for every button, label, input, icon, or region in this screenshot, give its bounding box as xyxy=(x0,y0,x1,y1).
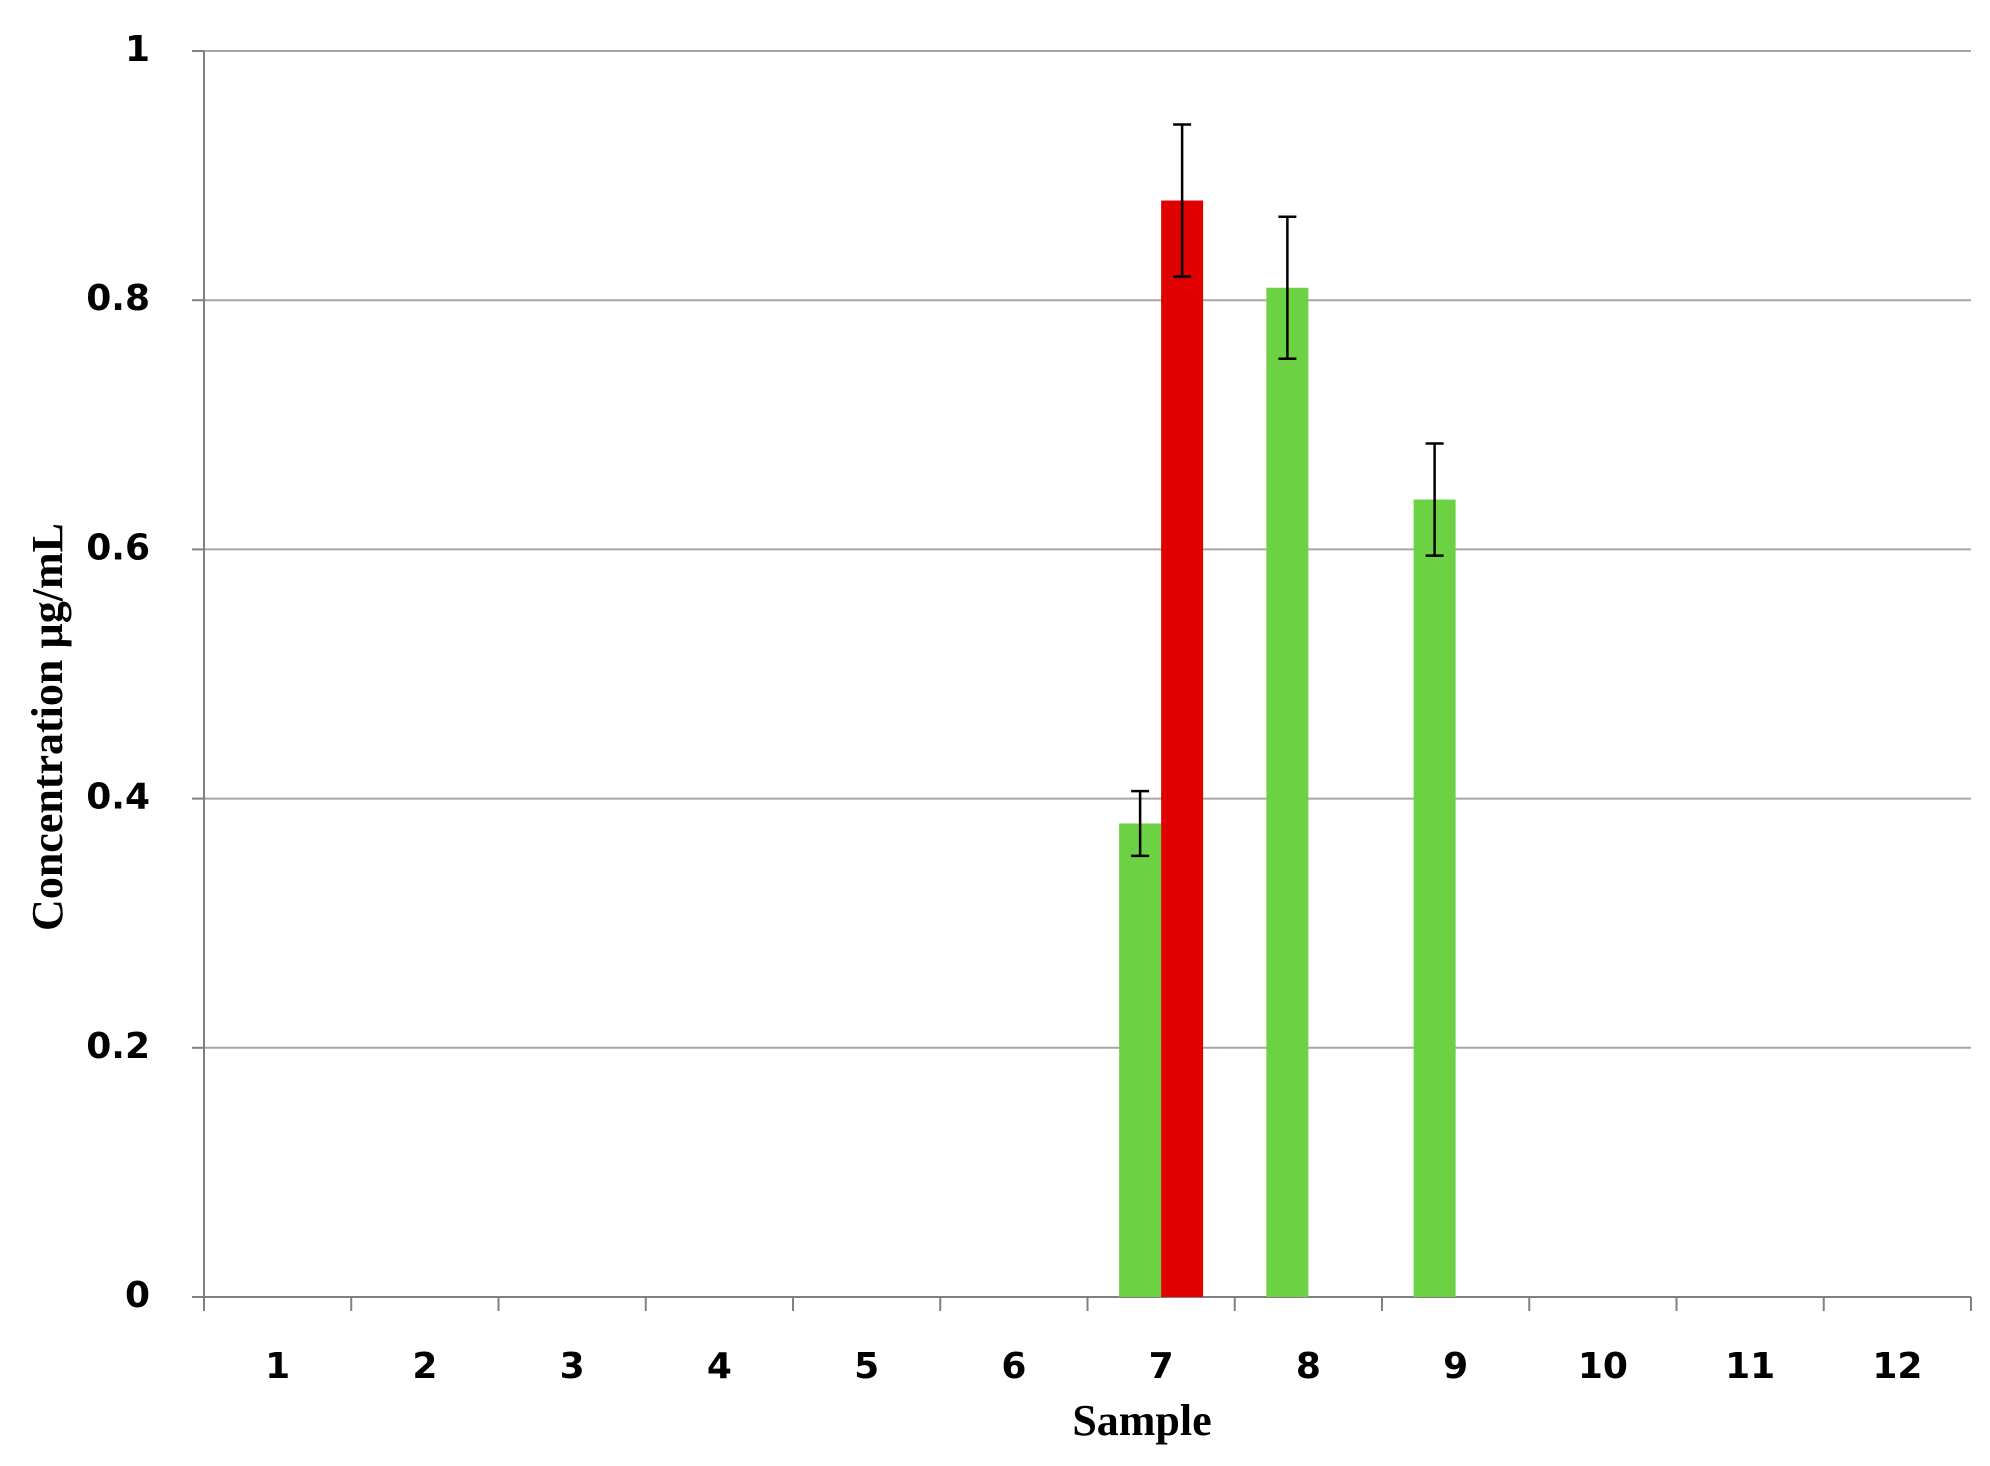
bar xyxy=(1413,499,1456,1297)
y-tick-label: 0.6 xyxy=(86,527,150,568)
bar xyxy=(1119,823,1162,1297)
x-tick-label: 7 xyxy=(1149,1346,1174,1387)
error-bar xyxy=(1131,789,1150,858)
x-tick-label: 1 xyxy=(265,1346,290,1387)
x-tick-label: 6 xyxy=(1001,1346,1026,1387)
error-bar xyxy=(1425,442,1444,557)
x-tick-label: 8 xyxy=(1296,1346,1321,1387)
y-tick-label: 0.4 xyxy=(86,777,150,818)
x-tick-label: 2 xyxy=(412,1346,437,1387)
y-tick-label: 0 xyxy=(125,1275,150,1316)
x-tick-label: 3 xyxy=(560,1346,585,1387)
x-tick-label: 12 xyxy=(1872,1346,1922,1387)
error-bar xyxy=(1173,123,1192,278)
y-tick-label: 1 xyxy=(125,29,150,70)
x-tick-label: 4 xyxy=(707,1346,732,1387)
y-tick-label: 0.2 xyxy=(86,1026,150,1067)
error-bar xyxy=(1278,215,1297,361)
y-tick-label: 0.8 xyxy=(86,278,150,319)
x-tick-label: 11 xyxy=(1725,1346,1775,1387)
y-axis-title: Concentration µg/mL xyxy=(23,523,72,931)
bar xyxy=(1266,287,1309,1297)
x-tick-label: 10 xyxy=(1578,1346,1628,1387)
bar xyxy=(1161,200,1204,1297)
x-tick-label: 9 xyxy=(1443,1346,1468,1387)
x-axis-title: Sample xyxy=(1072,1396,1211,1445)
x-tick-label: 5 xyxy=(854,1346,879,1387)
